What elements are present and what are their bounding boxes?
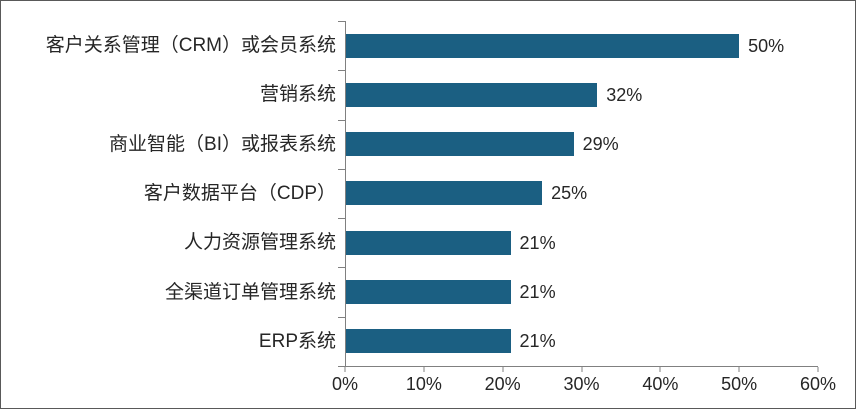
category-label: 营销系统 xyxy=(259,84,336,106)
x-axis-tick-label: 50% xyxy=(721,374,758,394)
x-axis-tick-label: 60% xyxy=(799,374,837,394)
bar-track: 50% xyxy=(345,21,818,70)
value-label: 25% xyxy=(551,183,588,204)
x-axis-tick xyxy=(423,367,425,372)
bar-track: 21% xyxy=(345,218,818,267)
chart-row: ERP系统 21% xyxy=(1,316,818,366)
value-label: 50% xyxy=(748,35,785,56)
category-label: 全渠道订单管理系统 xyxy=(164,281,336,303)
bar xyxy=(345,230,511,255)
bar xyxy=(345,329,511,354)
x-axis-tick xyxy=(817,367,819,372)
x-axis-tick xyxy=(738,367,740,372)
value-label: 32% xyxy=(606,84,643,105)
category-label: 客户数据平台（CDP） xyxy=(143,182,336,204)
y-axis-tick xyxy=(338,168,345,170)
value-label: 29% xyxy=(582,134,619,155)
bar xyxy=(345,280,511,305)
value-label: 21% xyxy=(519,331,556,352)
y-axis-tick xyxy=(338,267,345,269)
bar xyxy=(345,132,574,157)
category-label: 商业智能（BI）或报表系统 xyxy=(109,133,336,155)
category-label: 人力资源管理系统 xyxy=(183,232,336,254)
x-axis-tick-label: 10% xyxy=(405,374,442,394)
category-label: ERP系统 xyxy=(258,330,336,352)
chart-row: 营销系统 32% xyxy=(1,70,818,119)
x-axis-tick xyxy=(659,367,661,372)
bar-track: 29% xyxy=(345,120,818,169)
bar xyxy=(345,33,740,58)
x-axis-tick xyxy=(344,367,346,372)
x-axis-line: 0% 10% 20% 30% 40% 50% 60% xyxy=(332,366,836,393)
value-label: 21% xyxy=(519,282,556,303)
x-axis-tick-label: 30% xyxy=(563,374,600,394)
x-axis-tick-label: 0% xyxy=(331,374,359,394)
chart-row: 客户数据平台（CDP） 25% xyxy=(1,168,818,218)
x-axis-tick-label: 40% xyxy=(642,374,679,394)
bar xyxy=(345,82,598,107)
chart-row: 客户关系管理（CRM）或会员系统 50% xyxy=(1,21,818,70)
x-axis-tick-label: 20% xyxy=(484,374,521,394)
chart-row: 全渠道订单管理系统 21% xyxy=(1,267,818,316)
bar-track: 21% xyxy=(345,317,818,366)
y-axis-line xyxy=(345,21,346,366)
bar xyxy=(345,181,543,206)
y-axis-tick xyxy=(338,70,345,72)
bar-track: 25% xyxy=(345,169,818,218)
x-axis-tick xyxy=(581,367,582,372)
bar-track: 21% xyxy=(345,267,818,316)
chart-row: 人力资源管理系统 21% xyxy=(1,218,818,267)
chart-row: 商业智能（BI）或报表系统 29% xyxy=(1,119,818,169)
plot-area: 客户关系管理（CRM）或会员系统 50% 营销系统 32% 商业智能（BI）或报表系统 2… xyxy=(1,21,818,366)
category-label: 客户关系管理（CRM）或会员系统 xyxy=(45,35,336,57)
y-axis-tick xyxy=(338,119,345,121)
value-label: 21% xyxy=(519,232,556,253)
x-axis-tick xyxy=(502,367,504,372)
y-axis-tick xyxy=(338,21,345,22)
y-axis-tick xyxy=(338,316,345,318)
y-axis-tick xyxy=(338,218,345,220)
bar-track: 32% xyxy=(345,70,818,119)
